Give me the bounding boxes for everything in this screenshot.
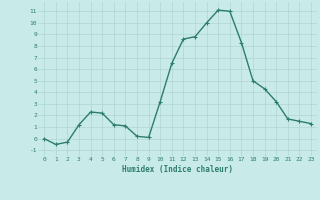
X-axis label: Humidex (Indice chaleur): Humidex (Indice chaleur) — [122, 165, 233, 174]
